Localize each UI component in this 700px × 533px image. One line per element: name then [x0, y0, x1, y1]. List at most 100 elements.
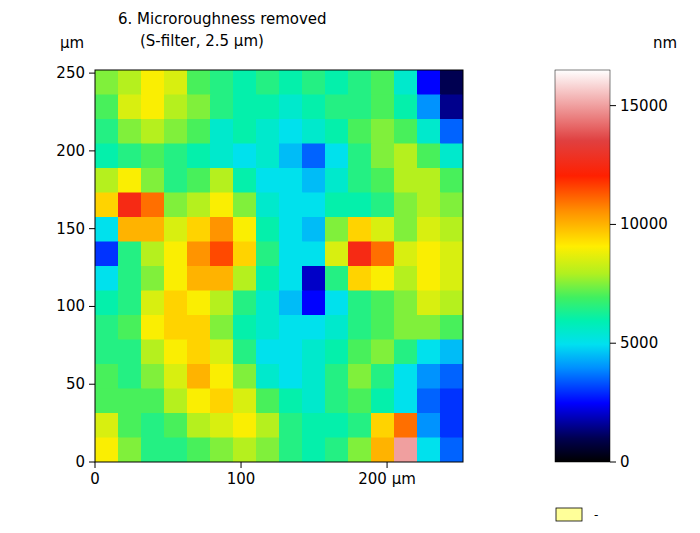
cell — [118, 144, 142, 169]
cell — [279, 95, 303, 120]
cell — [256, 438, 280, 463]
cell — [371, 291, 395, 316]
cell — [348, 291, 372, 316]
cell — [187, 266, 211, 291]
cell — [95, 438, 119, 463]
cell — [394, 242, 418, 267]
cell — [417, 144, 441, 169]
cell — [118, 389, 142, 414]
cell — [394, 119, 418, 144]
y-tick-label: 250 — [56, 64, 85, 82]
cell — [302, 242, 326, 267]
cell — [164, 340, 188, 365]
cell — [164, 242, 188, 267]
cell — [210, 70, 234, 95]
cell — [440, 291, 463, 316]
cell — [348, 217, 372, 242]
cell — [164, 364, 188, 389]
cell — [95, 70, 119, 95]
y-tick-label: 50 — [66, 375, 85, 393]
cell — [118, 95, 142, 120]
cell — [210, 389, 234, 414]
cell — [417, 168, 441, 193]
cell — [233, 193, 257, 218]
y-tick — [89, 306, 95, 307]
y-tick — [89, 73, 95, 74]
cell — [394, 217, 418, 242]
cell — [325, 193, 349, 218]
cell — [279, 70, 303, 95]
cell — [371, 413, 395, 438]
cell — [394, 315, 418, 340]
cell — [141, 119, 165, 144]
cell — [371, 340, 395, 365]
cell — [325, 438, 349, 463]
cell — [279, 144, 303, 169]
cell — [141, 364, 165, 389]
colorbar-unit: nm — [653, 34, 677, 52]
heatmap-cells — [95, 70, 463, 462]
cell — [417, 315, 441, 340]
cell — [95, 144, 119, 169]
cell — [325, 413, 349, 438]
colorbar-tick-label: 5000 — [620, 334, 658, 352]
cell — [95, 291, 119, 316]
cell — [279, 168, 303, 193]
cell — [187, 217, 211, 242]
cell — [371, 438, 395, 463]
cell — [210, 413, 234, 438]
colorbar-tick-label: 15000 — [620, 97, 668, 115]
cell — [348, 119, 372, 144]
cell — [164, 70, 188, 95]
cell — [440, 144, 463, 169]
cell — [210, 438, 234, 463]
cell — [141, 193, 165, 218]
cell — [325, 95, 349, 120]
cell — [141, 389, 165, 414]
cell — [279, 340, 303, 365]
cell — [256, 340, 280, 365]
cell — [394, 95, 418, 120]
cell — [210, 217, 234, 242]
cell — [118, 217, 142, 242]
cell — [118, 340, 142, 365]
plot-frame — [95, 70, 463, 462]
cell — [279, 389, 303, 414]
missing-key — [556, 508, 582, 521]
cell — [325, 266, 349, 291]
cell — [417, 95, 441, 120]
y-tick-label: 150 — [56, 220, 85, 238]
cell — [141, 315, 165, 340]
cell — [141, 217, 165, 242]
cell — [279, 413, 303, 438]
cell — [417, 217, 441, 242]
cell — [394, 364, 418, 389]
cell — [440, 413, 463, 438]
figure: 6. Microroughness removed(S-filter, 2.5 … — [0, 0, 700, 533]
cell — [371, 144, 395, 169]
cell — [164, 193, 188, 218]
cell — [95, 340, 119, 365]
cell — [279, 242, 303, 267]
cell — [417, 340, 441, 365]
cell — [325, 389, 349, 414]
cell — [233, 70, 257, 95]
cell — [210, 315, 234, 340]
cell — [95, 266, 119, 291]
cell — [394, 168, 418, 193]
cell — [118, 364, 142, 389]
cell — [302, 70, 326, 95]
cell — [440, 95, 463, 120]
cell — [417, 242, 441, 267]
cell — [187, 291, 211, 316]
cell — [417, 119, 441, 144]
cell — [417, 364, 441, 389]
cell — [440, 242, 463, 267]
cell — [440, 340, 463, 365]
cell — [302, 438, 326, 463]
cell — [210, 266, 234, 291]
cell — [164, 95, 188, 120]
axis-unit: µm — [60, 34, 84, 52]
cell — [417, 389, 441, 414]
cell — [279, 315, 303, 340]
